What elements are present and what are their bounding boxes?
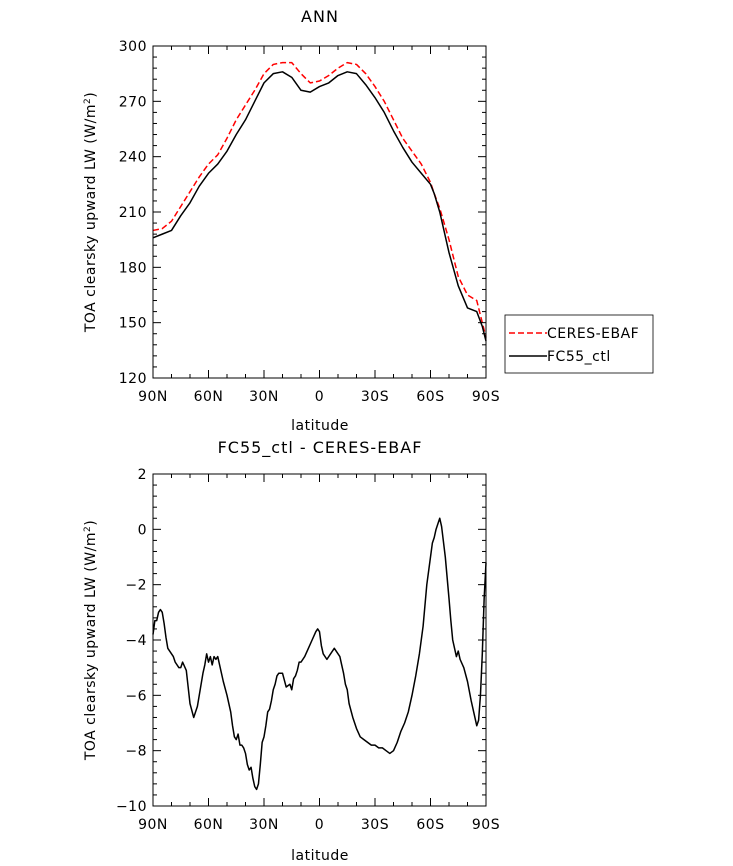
y-tick-label: −6 (125, 688, 147, 704)
x-tick-label: 90S (472, 389, 500, 405)
chart-top-ticks: 120 150 180 210 240 270 300 90N 60N 30N 0 30S 60S 90S (119, 39, 500, 405)
y-tick-label: 0 (138, 522, 147, 538)
x-tick-label: 90N (138, 389, 168, 405)
legend-box (504, 314, 654, 374)
legend-label-fc55: FC55_ctl (547, 349, 611, 365)
x-tick-label: 30S (361, 389, 389, 405)
chart-bottom-title: FC55_ctl - CERES-EBAF (218, 438, 423, 458)
y-tick-label: −10 (116, 799, 147, 815)
chart-top: ANN 120 150 180 210 240 270 300 90N 60N 30N 0 30S 60… (83, 7, 654, 434)
y-tick-label: 240 (119, 150, 147, 166)
chart-bottom-frame (152, 473, 487, 807)
series-line-fc55-ctl-ceres-ebaf (152, 517, 487, 791)
chart-bottom-series (152, 517, 487, 791)
y-tick-label: 150 (119, 316, 147, 332)
y-tick-label: −2 (125, 578, 147, 594)
legend-label-ceres: CERES-EBAF (547, 326, 639, 342)
x-tick-label: 60S (416, 389, 444, 405)
chart-bottom-xlabel: latitude (291, 848, 349, 864)
chart-top-legend: CERES-EBAF FC55_ctl (504, 314, 654, 374)
x-tick-label: 60N (194, 389, 224, 405)
y-tick-label: 270 (119, 94, 147, 110)
chart-top-ylabel: TOA clearsky upward LW (W/m2) (83, 92, 99, 333)
chart-top-xlabel: latitude (291, 418, 349, 434)
y-tick-label: 210 (119, 205, 147, 221)
chart-bottom-ylabel: TOA clearsky upward LW (W/m2) (83, 520, 99, 761)
chart-top-frame (152, 45, 487, 379)
y-tick-label: 300 (119, 39, 147, 55)
x-tick-label: 0 (315, 389, 324, 405)
series-line-fc55-ctl (152, 71, 487, 342)
x-tick-label: 60S (416, 817, 444, 833)
x-tick-label: 30N (249, 389, 279, 405)
x-tick-label: 30S (361, 817, 389, 833)
y-tick-label: 180 (119, 260, 147, 276)
chart-bottom: FC55_ctl - CERES-EBAF −10 −8 −6 −4 −2 0 2 90N 60… (83, 438, 500, 864)
chart-top-title: ANN (301, 7, 339, 26)
x-tick-label: 60N (194, 817, 224, 833)
y-tick-label: 120 (119, 371, 147, 387)
chart-bottom-ticks: −10 −8 −6 −4 −2 0 2 90N 60N 30N 0 30S 60S 90S (116, 467, 500, 833)
x-tick-label: 90N (138, 817, 168, 833)
y-tick-label: −4 (125, 633, 147, 649)
y-tick-label: −8 (125, 744, 147, 760)
x-tick-label: 30N (249, 817, 279, 833)
chart-top-series (152, 61, 487, 342)
x-tick-label: 90S (472, 817, 500, 833)
x-tick-label: 0 (315, 817, 324, 833)
y-tick-label: 2 (138, 467, 147, 483)
